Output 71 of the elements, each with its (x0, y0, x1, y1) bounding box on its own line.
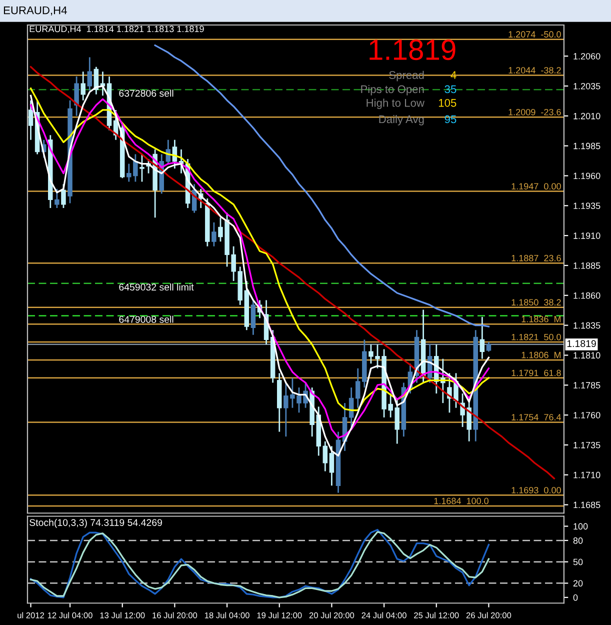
ref-line-label: 1.1887 23.6 (512, 254, 561, 262)
chart-title: Stoch(10,3,3) 74.3119 54.4269 (30, 518, 162, 528)
candlestick (480, 316, 485, 360)
chart-title: EURAUD,H4 (4, 6, 67, 16)
y-tick-label: 1.1810 (574, 352, 600, 359)
candlestick (28, 100, 34, 141)
ref-line-label: 1.1821 50.0 (512, 334, 561, 340)
candlestick (486, 341, 492, 352)
y-tick-label: 1.1860 (574, 292, 600, 299)
x-tick-label: 18 Jul 04:00 (204, 612, 250, 618)
candlestick (140, 154, 144, 182)
ref-line-label: 1.1693 0.00 (512, 487, 561, 494)
ref-line-label: 6459032 sell limit (119, 283, 194, 291)
candlestick (54, 188, 60, 209)
x-tick-label: 12 Jul 04:00 (48, 612, 92, 618)
candlestick (355, 368, 360, 409)
y-tick-label: 1.2010 (574, 112, 600, 120)
y-tick-label: 1.1985 (574, 142, 600, 150)
candlestick (80, 70, 86, 102)
ref-line-label: 1.1836 M (522, 316, 561, 322)
annotation: Daily Avg (379, 115, 424, 126)
y-tick-label: 1.1685 (574, 502, 600, 508)
ref-line-label: 1.1806 M (522, 352, 561, 358)
ref-line-label: 1.2044 -38.2 (508, 67, 561, 74)
ref-line-label: 1.2009 -23.6 (508, 108, 561, 116)
candlestick (87, 56, 92, 92)
candlestick (74, 76, 79, 117)
y-tick-label: 1.1760 (574, 412, 600, 418)
candlestick (329, 445, 334, 486)
y-tick-label: 1.1885 (574, 262, 600, 269)
x-tick-label: ul 2012 (18, 612, 44, 618)
candlestick (61, 183, 66, 209)
x-tick-label: 25 Jul 12:00 (414, 612, 459, 618)
ref-line-label: 6372806 sell (119, 90, 174, 97)
x-tick-label: 20 Jul 20:00 (309, 612, 354, 618)
y-tick-label: 1.1910 (574, 232, 600, 239)
y-tick-label: 80 (573, 537, 583, 544)
candlestick (394, 398, 400, 444)
y-tick-label: 1.1935 (574, 202, 600, 210)
y-tick-label: 1.2060 (574, 53, 600, 60)
ref-line-label: 1.1684 100.0 (434, 498, 488, 504)
y-tick-label: 1.1785 (574, 382, 600, 388)
y-tick-label: 1.1735 (574, 442, 600, 448)
annotation: High to Low (366, 98, 425, 110)
candlestick (322, 440, 328, 472)
ref-line-label: 1.1754 76.4 (512, 414, 562, 420)
ref-line-label: 1.1819 (567, 340, 596, 348)
candlestick (212, 222, 216, 248)
y-tick-label: 20 (573, 580, 583, 587)
annotation: 1.1819 (370, 39, 456, 60)
ref-line-label: 1.1947 0.00 (512, 183, 561, 190)
chart-subtitle: EURAUD,H4 1.1814 1.1821 1.1813 1.1819 (30, 26, 204, 34)
y-tick-label: 0 (573, 594, 578, 601)
y-tick-label: 1.1835 (574, 322, 600, 329)
annotation: 105 (438, 98, 456, 107)
ref-line-label: 1.1850 38.2 (512, 299, 561, 306)
ref-line-label: 1.2074 -50.0 (508, 31, 561, 38)
annotation: 95 (444, 115, 456, 124)
y-tick-label: 100 (574, 523, 588, 530)
ref-line-label: 6479008 sell (119, 316, 174, 323)
x-tick-label: 16 Jul 20:00 (152, 612, 198, 618)
ref-line-label: 1.1791 61.8 (512, 370, 561, 376)
x-tick-label: 19 Jul 12:00 (257, 612, 302, 618)
y-tick-label: 1.1710 (574, 472, 600, 478)
y-tick-label: 50 (573, 558, 583, 566)
candlestick (250, 299, 256, 336)
y-tick-label: 1.2035 (574, 82, 600, 90)
x-tick-label: 24 Jul 04:00 (362, 612, 406, 618)
x-tick-label: 26 Jul 20:00 (466, 612, 512, 618)
y-tick-label: 1.1960 (574, 172, 600, 180)
x-tick-label: 13 Jul 12:00 (100, 612, 145, 618)
